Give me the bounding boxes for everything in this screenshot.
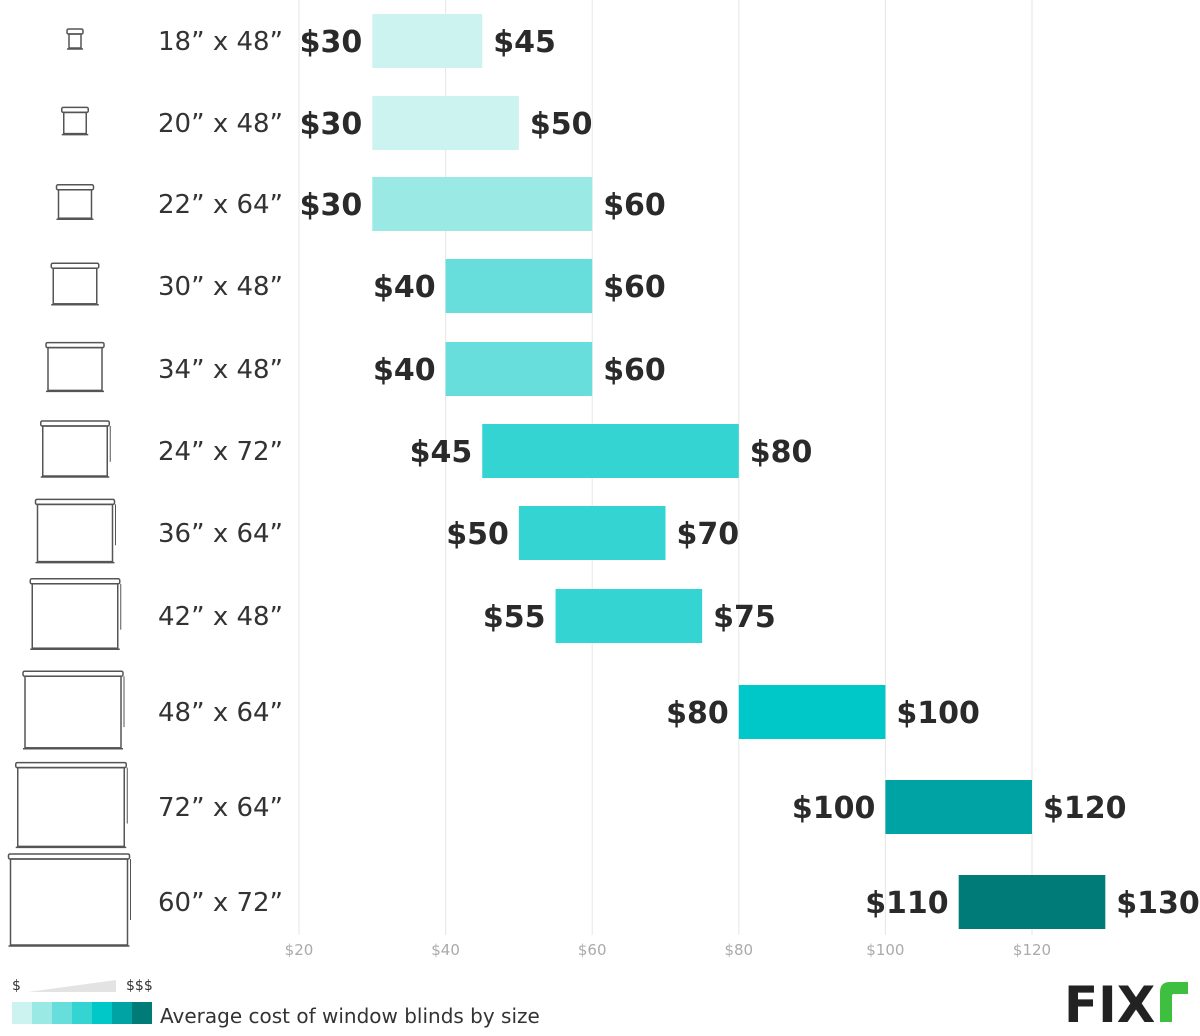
high-price-label: $60 bbox=[603, 353, 666, 388]
price-range-bar bbox=[482, 424, 739, 478]
chart-row: 24” x 72” $45 $80 bbox=[158, 424, 812, 478]
fixr-logo: FIX bbox=[1064, 976, 1188, 1034]
price-range-bar bbox=[372, 14, 483, 68]
window-blind-icon bbox=[50, 262, 100, 306]
legend-swatch bbox=[132, 1002, 152, 1024]
chart-row: 72” x 64” $100 $120 bbox=[158, 780, 1127, 834]
chart-row: 20” x 48” $30 $50 bbox=[158, 96, 593, 150]
low-price-label: $45 bbox=[410, 435, 473, 470]
window-blind-icon bbox=[45, 341, 105, 393]
high-price-label: $60 bbox=[603, 270, 666, 305]
x-tick-label: $60 bbox=[578, 941, 607, 959]
window-blind-icon bbox=[7, 853, 131, 947]
high-price-label: $100 bbox=[896, 696, 980, 731]
high-price-label: $130 bbox=[1116, 886, 1200, 921]
legend-swatch bbox=[72, 1002, 92, 1024]
x-tick-label: $100 bbox=[866, 941, 904, 959]
chart-row: 42” x 48” $55 $75 bbox=[158, 589, 776, 643]
price-range-bar bbox=[958, 875, 1106, 929]
chart-row: 22” x 64” $30 $60 bbox=[158, 177, 666, 231]
legend-swatch bbox=[52, 1002, 72, 1024]
legend-swatches bbox=[12, 1002, 152, 1024]
low-price-label: $55 bbox=[483, 600, 546, 635]
chart-row: 36” x 64” $50 $70 bbox=[158, 506, 739, 560]
low-price-label: $30 bbox=[300, 25, 363, 60]
size-label: 48” x 64” bbox=[158, 698, 283, 728]
legend-swatch bbox=[12, 1002, 32, 1024]
window-blind-icon bbox=[40, 420, 111, 478]
high-price-label: $75 bbox=[713, 600, 776, 635]
low-price-label: $40 bbox=[373, 270, 436, 305]
size-label: 22” x 64” bbox=[158, 190, 283, 220]
legend-swatch bbox=[92, 1002, 112, 1024]
legend: $ $$$ Average cost of window blinds by s… bbox=[12, 978, 540, 1028]
window-blind-icon bbox=[66, 28, 84, 50]
high-price-label: $60 bbox=[603, 188, 666, 223]
high-price-label: $70 bbox=[677, 517, 740, 552]
window-blind-icon bbox=[55, 184, 95, 220]
window-blind-icon bbox=[22, 670, 125, 750]
logo-text: FIX bbox=[1064, 976, 1155, 1034]
size-label: 18” x 48” bbox=[158, 27, 283, 57]
low-price-label: $80 bbox=[666, 696, 729, 731]
window-blind-icon bbox=[29, 578, 122, 650]
legend-low-symbol: $ bbox=[12, 978, 21, 994]
legend-caption: Average cost of window blinds by size bbox=[160, 1004, 540, 1028]
window-blind-icon bbox=[61, 106, 89, 136]
legend-swatch bbox=[32, 1002, 52, 1024]
x-axis-ticks: $20 $40 $60 $80 $100 $120 bbox=[285, 941, 1051, 959]
high-price-label: $50 bbox=[530, 107, 593, 142]
legend-ramp-wedge bbox=[28, 980, 116, 992]
size-label: 72” x 64” bbox=[158, 793, 283, 823]
x-tick-label: $40 bbox=[431, 941, 460, 959]
price-range-bar bbox=[555, 589, 703, 643]
price-range-bar bbox=[885, 780, 1032, 834]
window-blind-icon bbox=[34, 498, 116, 564]
price-range-bar bbox=[372, 96, 519, 150]
chart-row: 48” x 64” $80 $100 bbox=[158, 685, 980, 739]
size-label: 34” x 48” bbox=[158, 355, 283, 385]
window-blind-icons bbox=[7, 28, 131, 947]
low-price-label: $30 bbox=[300, 188, 363, 223]
chart-rows: 18” x 48” $30 $45 20” x 48” $30 $50 22” x 64” $… bbox=[158, 14, 1200, 929]
size-label: 24” x 72” bbox=[158, 437, 283, 467]
low-price-label: $100 bbox=[792, 791, 876, 826]
low-price-label: $110 bbox=[865, 886, 949, 921]
high-price-label: $45 bbox=[493, 25, 556, 60]
price-range-bar bbox=[445, 259, 593, 313]
chart-row: 30” x 48” $40 $60 bbox=[158, 259, 666, 313]
price-range-bar bbox=[738, 685, 886, 739]
size-label: 20” x 48” bbox=[158, 109, 283, 139]
x-tick-label: $120 bbox=[1013, 941, 1051, 959]
chart-row: 18” x 48” $30 $45 bbox=[158, 14, 556, 68]
low-price-label: $30 bbox=[300, 107, 363, 142]
high-price-label: $120 bbox=[1043, 791, 1127, 826]
size-label: 30” x 48” bbox=[158, 272, 283, 302]
window-blind-icon bbox=[15, 761, 128, 849]
price-range-bar bbox=[372, 177, 593, 231]
x-tick-label: $20 bbox=[285, 941, 314, 959]
legend-swatch bbox=[112, 1002, 132, 1024]
price-range-bar bbox=[445, 342, 593, 396]
logo-r-mark bbox=[1160, 982, 1188, 1022]
price-range-bar bbox=[518, 506, 666, 560]
chart-row: 60” x 72” $110 $130 bbox=[158, 875, 1200, 929]
low-price-label: $40 bbox=[373, 353, 436, 388]
size-label: 42” x 48” bbox=[158, 602, 283, 632]
chart-row: 34” x 48” $40 $60 bbox=[158, 342, 666, 396]
x-tick-label: $80 bbox=[724, 941, 753, 959]
legend-high-symbol: $$$ bbox=[126, 978, 153, 994]
size-label: 60” x 72” bbox=[158, 888, 283, 918]
size-label: 36” x 64” bbox=[158, 519, 283, 549]
low-price-label: $50 bbox=[446, 517, 509, 552]
high-price-label: $80 bbox=[750, 435, 813, 470]
